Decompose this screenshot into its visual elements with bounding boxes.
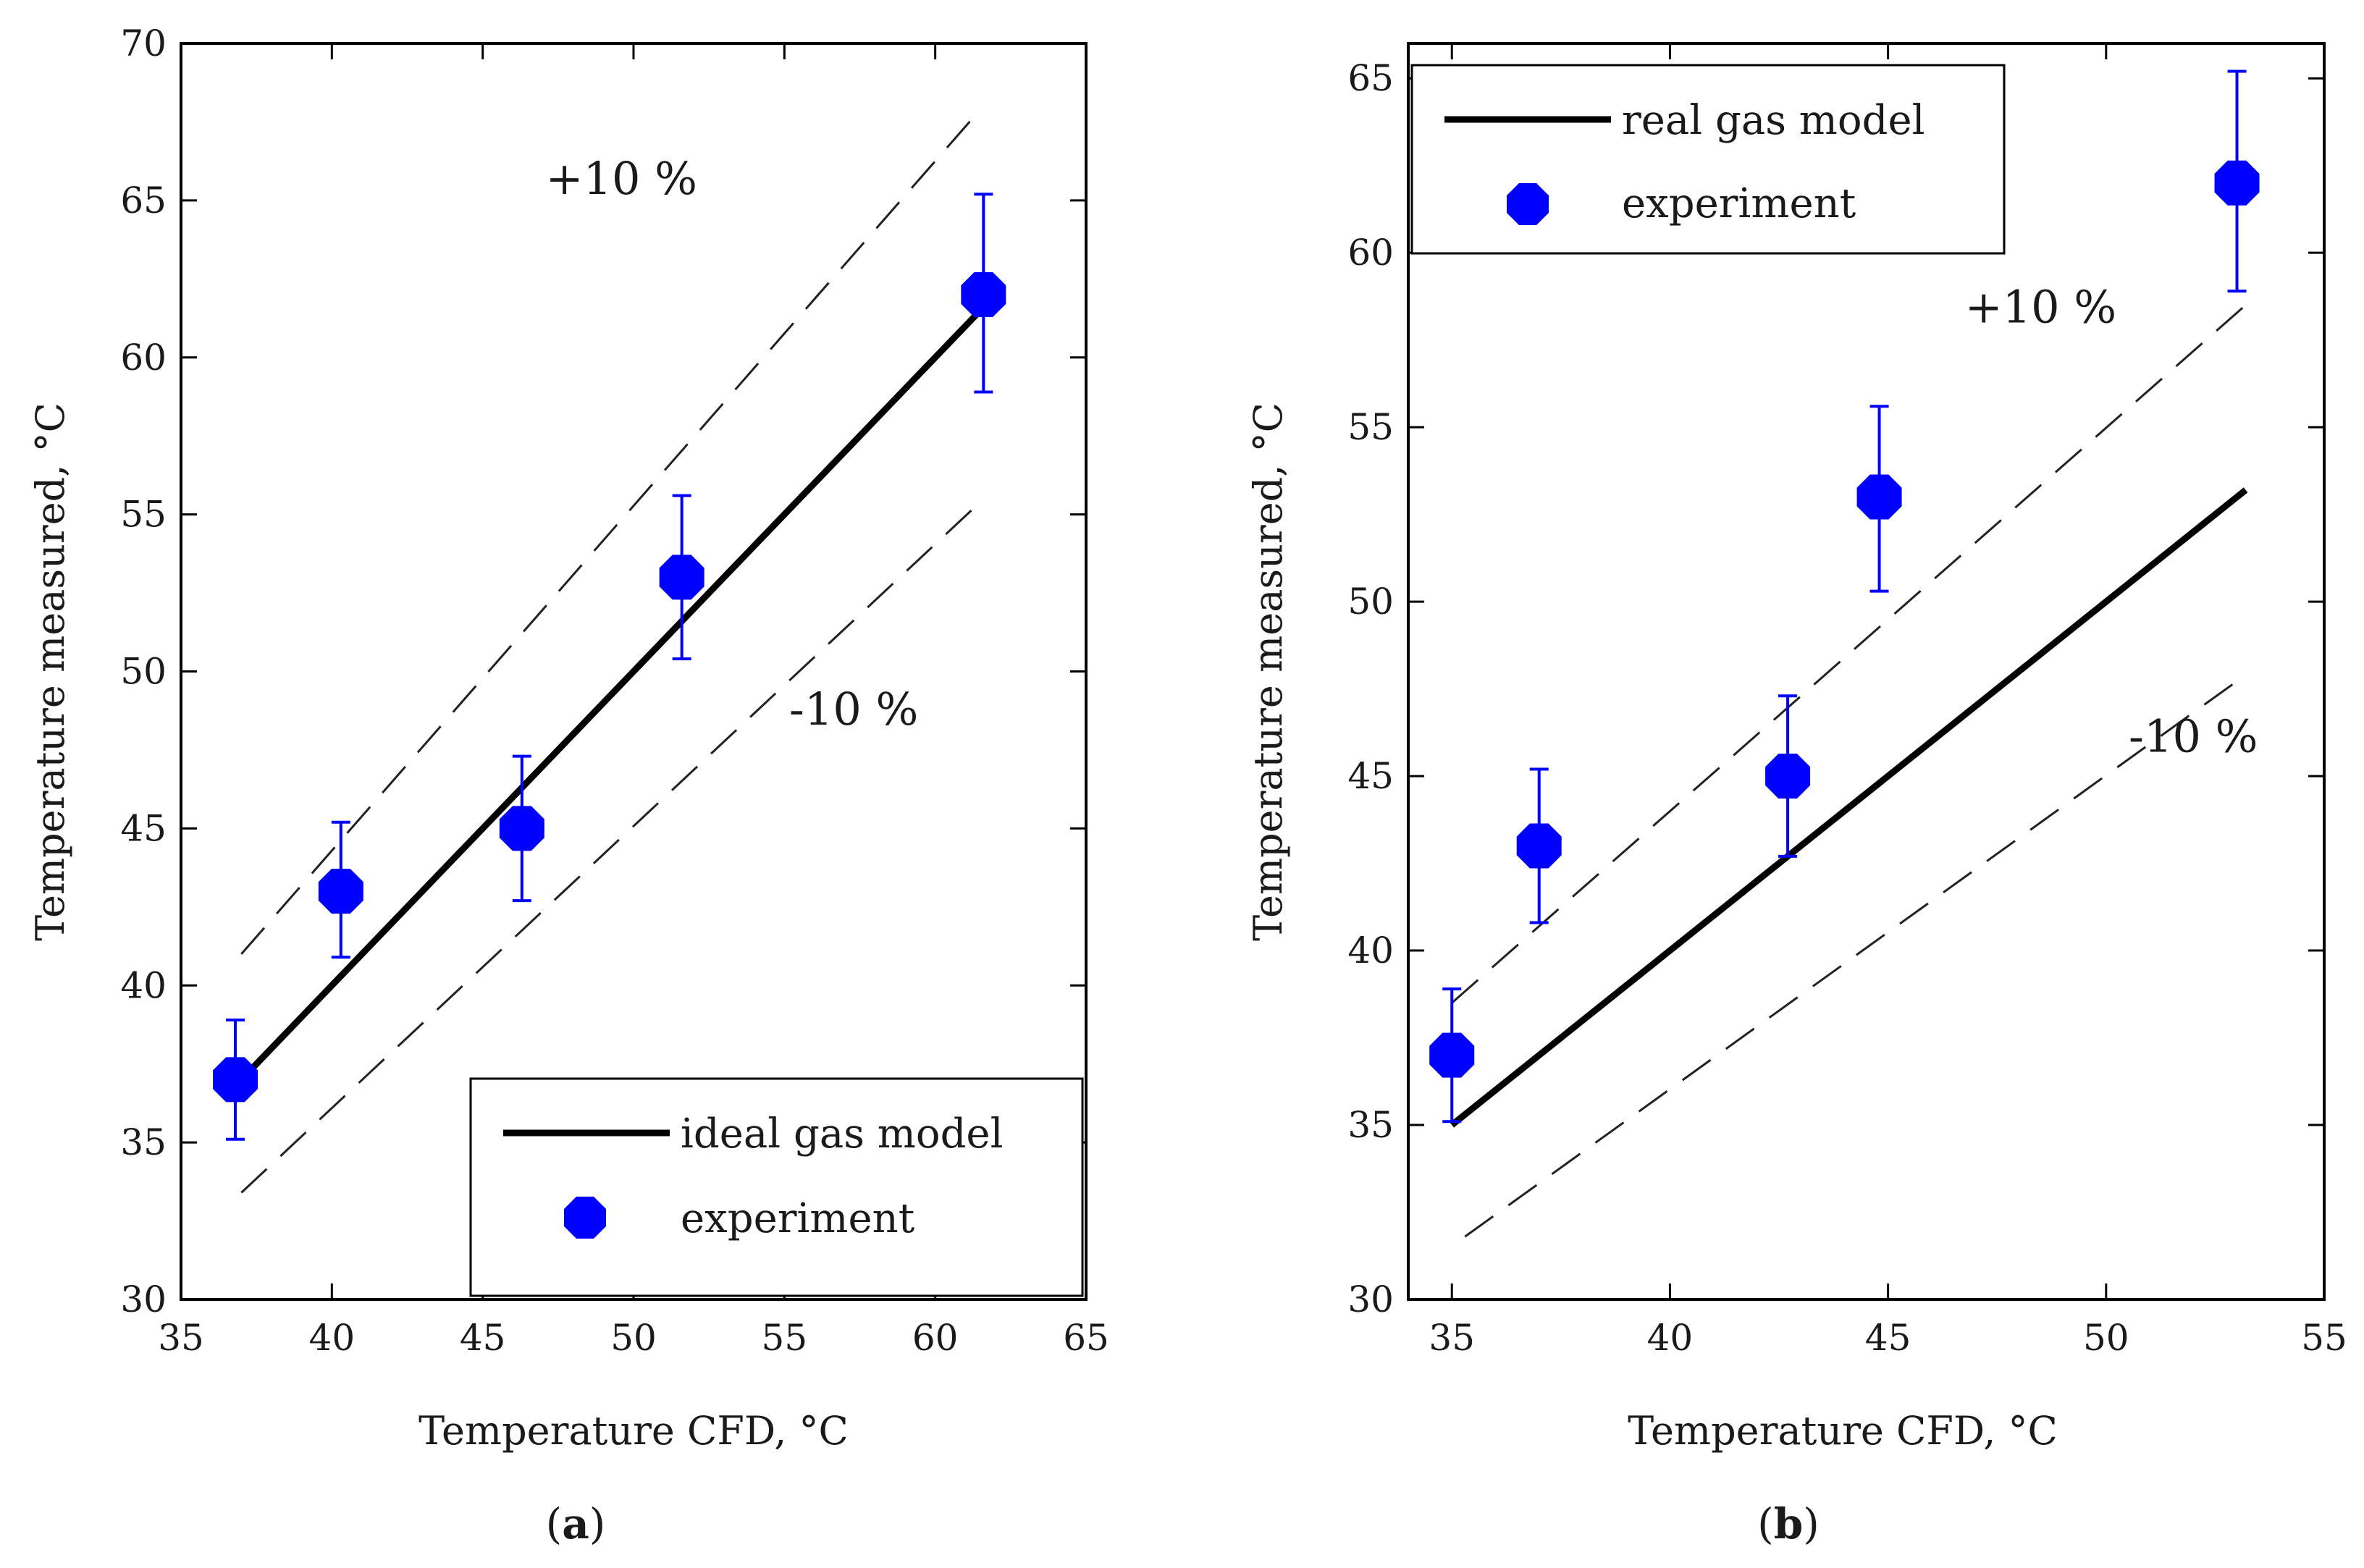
y-tick-label: 50 [1347, 581, 1394, 623]
experiment-point [213, 1057, 258, 1103]
x-tick-label: 45 [1865, 1317, 1911, 1359]
model-line [245, 308, 983, 1076]
y-tick-label: 35 [1347, 1104, 1394, 1146]
y-tick-label: 50 [120, 651, 167, 693]
y-axis-label: Temperature measured, °C [1245, 402, 1291, 941]
x-tick-label: 55 [762, 1317, 808, 1359]
legend-entry-experiment: experiment [1622, 180, 1856, 227]
panel-caption: (a) [546, 1499, 606, 1548]
percent-annotation: +10 % [546, 152, 697, 205]
x-axis-label: Temperature CFD, °C [418, 1408, 849, 1454]
dashed-bound-line [240, 501, 982, 1194]
legend-entry-model: real gas model [1622, 97, 1925, 144]
percent-annotation: -10 % [789, 683, 918, 735]
legend: ideal gas model experiment [469, 1077, 1084, 1297]
y-tick-label: 70 [120, 22, 167, 64]
experiment-point [318, 869, 363, 914]
x-axis-label: Temperature CFD, °C [1628, 1408, 2058, 1454]
experiment-point [659, 555, 704, 600]
y-tick-label: 60 [120, 337, 167, 379]
x-tick-label: 50 [2083, 1317, 2129, 1359]
y-tick-label: 35 [120, 1121, 167, 1163]
experiment-point [1516, 823, 1562, 869]
legend-marker-swatch [1507, 183, 1549, 225]
experiment-point [2214, 160, 2260, 206]
y-tick-label: 60 [1347, 232, 1394, 274]
x-tick-label: 35 [1429, 1317, 1475, 1359]
model-line [1450, 487, 2248, 1128]
y-tick-label: 55 [1347, 406, 1394, 448]
y-tick-label: 30 [120, 1278, 167, 1320]
percent-annotation: -10 % [2129, 709, 2258, 762]
dashed-bound-line [1451, 304, 2247, 1004]
panel-a: +10 %-10 % 35 40 45 50 55 60 65303540455055606… [28, 22, 1109, 1548]
x-tick-label: 50 [610, 1317, 657, 1359]
plot-frame [1407, 42, 2326, 1301]
legend-entry-model: ideal gas model [681, 1110, 1003, 1158]
x-tick-label: 40 [1647, 1317, 1694, 1359]
experiment-point [1429, 1032, 1475, 1078]
axis-ticks: 35 40 45 50 55 30 35 40 45 50 55 60 65 [1347, 43, 2347, 1359]
experiment-point [1765, 754, 1811, 799]
x-tick-label: 35 [158, 1317, 204, 1359]
x-tick-label: 40 [309, 1317, 356, 1359]
x-tick-label: 45 [460, 1317, 506, 1359]
panel-caption-letter: b [1774, 1499, 1804, 1548]
y-tick-label: 45 [1347, 755, 1394, 797]
panel-caption: (b) [1757, 1499, 1820, 1548]
x-tick-label: 55 [2301, 1317, 2347, 1359]
y-tick-label: 30 [1347, 1278, 1394, 1320]
y-tick-label: 40 [120, 964, 167, 1006]
chart-marks: +10 % -10 % [213, 109, 1006, 1194]
chart-marks: +10 % -10 % [1429, 69, 2260, 1238]
legend-box [469, 1077, 1084, 1297]
legend-box [1410, 64, 2006, 255]
panel-caption-letter: a [562, 1499, 589, 1548]
experiment-point [961, 272, 1006, 317]
x-tick-label: 60 [912, 1317, 959, 1359]
experiment-point [499, 806, 544, 851]
legend-entry-experiment: experiment [681, 1195, 915, 1242]
y-tick-label: 40 [1347, 930, 1394, 971]
x-tick-label: 65 [1063, 1317, 1109, 1359]
y-tick-label: 45 [120, 807, 167, 849]
percent-annotation: +10 % [1965, 281, 2116, 334]
legend: real gas model experiment [1410, 64, 2006, 255]
legend-marker-swatch [564, 1197, 606, 1239]
y-axis-label: Temperature measured, °C [28, 402, 73, 941]
panel-b: +10 % -10 % 35 40 45 50 55 30 35 40 45 50 55 60 65 Te… [1245, 42, 2347, 1548]
y-tick-label: 55 [120, 494, 167, 536]
dashed-bound-line [240, 109, 982, 955]
experiment-point [1856, 474, 1902, 520]
y-tick-label: 65 [120, 180, 167, 222]
y-tick-label: 65 [1347, 57, 1394, 99]
